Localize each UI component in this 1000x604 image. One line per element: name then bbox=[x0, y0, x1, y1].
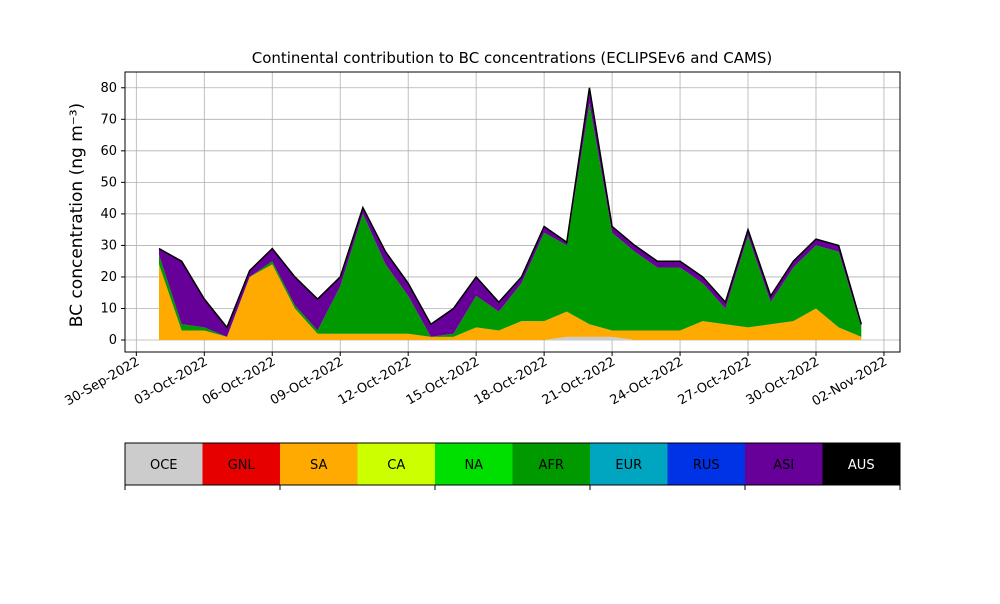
area bbox=[158, 87, 863, 329]
legend-label: ASI bbox=[773, 458, 794, 473]
colorbar: OCE GNL SA CA NA AFR EUR RUS ASI AUS bbox=[124, 442, 901, 486]
legend-swatch bbox=[667, 443, 745, 485]
x-tick-label: 15-Oct-2022 bbox=[404, 354, 482, 408]
y-tick-label: 0 bbox=[109, 333, 117, 348]
legend-label: NA bbox=[464, 458, 483, 473]
y-tick-label: 80 bbox=[100, 81, 117, 96]
legend-swatch bbox=[512, 443, 590, 485]
legend-swatch bbox=[357, 443, 435, 485]
legend-label: OCE bbox=[150, 458, 178, 473]
y-tick-label: 20 bbox=[100, 270, 117, 285]
x-tick-label: 12-Oct-2022 bbox=[336, 354, 414, 408]
legend-swatch bbox=[435, 443, 513, 485]
x-tick-label: 02-Nov-2022 bbox=[810, 354, 890, 409]
legend-swatch bbox=[822, 443, 900, 485]
legend-swatch bbox=[280, 443, 358, 485]
legend-label: SA bbox=[310, 458, 327, 473]
legend-swatch bbox=[590, 443, 668, 485]
x-tick-label: 06-Oct-2022 bbox=[200, 354, 278, 408]
y-tick-label: 70 bbox=[100, 112, 117, 127]
y-tick-label: 50 bbox=[100, 175, 117, 190]
x-tick-label: 24-Oct-2022 bbox=[608, 354, 686, 408]
chart-title: Continental contribution to BC concentra… bbox=[252, 49, 773, 67]
legend-swatch bbox=[202, 443, 280, 485]
x-tick-label: 09-Oct-2022 bbox=[268, 354, 346, 408]
y-axis-label: BC concentration (ng m⁻³) bbox=[67, 103, 87, 327]
plot-frame bbox=[124, 71, 901, 353]
area bbox=[158, 103, 862, 337]
x-tick-label: 18-Oct-2022 bbox=[472, 354, 550, 408]
y-tick-label: 30 bbox=[100, 238, 117, 253]
legend-label: GNL bbox=[228, 458, 256, 473]
legend-label: CA bbox=[387, 458, 405, 473]
colorbar-ticks bbox=[124, 485, 901, 490]
legend-label: RUS bbox=[693, 458, 720, 473]
x-tick-label: 30-Sep-2022 bbox=[63, 354, 143, 409]
x-tick-label: 21-Oct-2022 bbox=[540, 354, 618, 408]
legend-label: AUS bbox=[848, 458, 875, 473]
legend-swatch bbox=[745, 443, 823, 485]
legend-label: AFR bbox=[539, 458, 564, 473]
x-tick-label: 27-Oct-2022 bbox=[676, 354, 754, 408]
legend-swatch bbox=[125, 443, 203, 485]
x-tick-label: 30-Oct-2022 bbox=[744, 354, 822, 408]
y-tick-label: 40 bbox=[100, 207, 117, 222]
area bbox=[158, 264, 862, 341]
legend-label: EUR bbox=[615, 458, 642, 473]
y-tick-label: 60 bbox=[100, 144, 117, 159]
x-tick-label: 03-Oct-2022 bbox=[132, 354, 210, 408]
colorbar-frame bbox=[124, 442, 901, 486]
y-tick-label: 10 bbox=[100, 301, 117, 316]
